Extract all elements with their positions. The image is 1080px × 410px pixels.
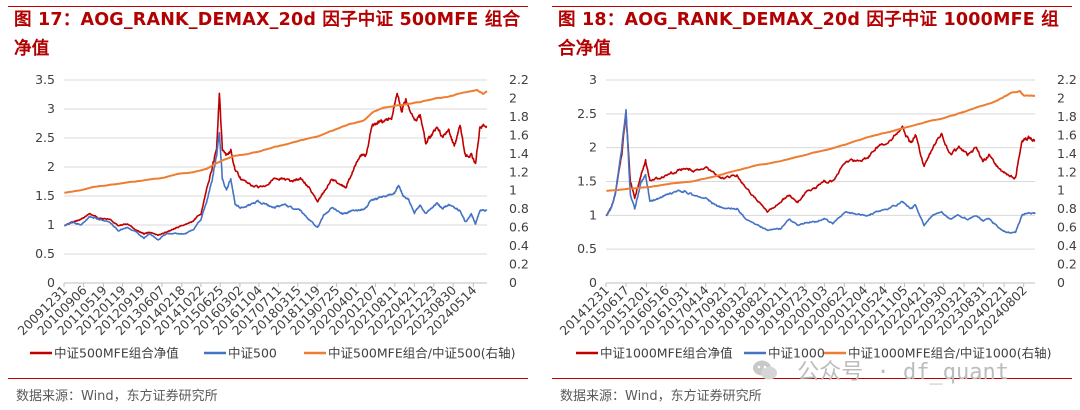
y-right-tick-label: 2 xyxy=(1057,90,1065,105)
y-right-tick-label: 1 xyxy=(1057,183,1065,198)
legend-label: 中证1000MFE组合/中证1000(右轴) xyxy=(848,346,1051,361)
y-right-tick-label: 0.8 xyxy=(1057,201,1077,216)
y-left-tick-label: 0 xyxy=(47,275,55,290)
y-left-tick-label: 3 xyxy=(47,101,55,116)
y-right-tick-label: 0.8 xyxy=(509,201,529,216)
y-left-tick-label: 1 xyxy=(589,207,597,222)
title-rule xyxy=(8,6,528,7)
watermark-text: 公众号 · df_quant xyxy=(797,360,1009,385)
footer-rule xyxy=(552,378,1072,379)
title-rule xyxy=(552,6,1072,7)
y-right-tick-label: 1.6 xyxy=(509,127,529,142)
y-right-tick-label: 2.2 xyxy=(509,72,529,87)
y-left-tick-label: 2.5 xyxy=(35,130,55,145)
series-line xyxy=(64,131,488,241)
chart-svg: 0 0.5 1 1.5 2 2.5 3 3.5 0 0.2 0.4 0.6 0.8 1 1.2 1.4 1.6 1… xyxy=(15,72,529,361)
series-line xyxy=(605,108,1036,234)
y-left-tick-label: 3 xyxy=(589,72,597,87)
watermark: 公众号 · df_quant xyxy=(752,354,1070,385)
y-right-tick-label: 1.6 xyxy=(1057,127,1077,142)
y-right-tick-label: 2.2 xyxy=(1057,72,1077,87)
chart-title: 图 18：AOG_RANK_DEMAX_20d 因子中证 1000MFE 组合净… xyxy=(558,10,1059,59)
y-right-tick-label: 1.2 xyxy=(509,164,529,179)
y-right-tick-label: 0.6 xyxy=(509,220,529,235)
y-left-tick-label: 1.5 xyxy=(35,188,55,203)
legend-label: 中证1000 xyxy=(768,346,825,361)
y-left-tick-label: 3.5 xyxy=(35,72,55,87)
y-left-tick-label: 0.5 xyxy=(35,246,55,261)
y-right-tick-label: 1.4 xyxy=(509,146,529,161)
series-line xyxy=(605,111,1036,217)
y-left-tick-label: 1 xyxy=(47,217,55,232)
y-left-tick-label: 0 xyxy=(589,275,597,290)
y-left-tick-label: 1.5 xyxy=(577,174,597,189)
series-line xyxy=(64,88,488,194)
y-left-tick-label: 2 xyxy=(47,159,55,174)
y-right-tick-label: 0.6 xyxy=(1057,220,1077,235)
y-left-tick-label: 2 xyxy=(589,140,597,155)
chart-svg: 0 0.5 1 1.5 2 2.5 3 0 0.2 0.4 0.6 0.8 1 1.2 1.4 1.6 1.8 2… xyxy=(557,72,1077,361)
series-line xyxy=(606,89,1036,192)
y-right-tick-label: 0 xyxy=(509,275,517,290)
y-right-tick-label: 1.2 xyxy=(1057,164,1077,179)
chart-panel-left: 图 17：AOG_RANK_DEMAX_20d 因子中证 500MFE 组合净值… xyxy=(4,0,534,410)
y-right-tick-label: 0.4 xyxy=(1057,238,1077,253)
y-right-tick-label: 1.8 xyxy=(1057,109,1077,124)
y-left-tick-label: 0.5 xyxy=(577,241,597,256)
legend-label: 中证1000MFE组合净值 xyxy=(600,346,733,361)
y-right-tick-label: 1 xyxy=(509,183,517,198)
y-right-tick-label: 0.2 xyxy=(509,257,529,272)
legend-label: 中证500MFE组合净值 xyxy=(54,346,179,361)
footer-rule xyxy=(8,378,528,379)
y-right-tick-label: 0.2 xyxy=(1057,257,1077,272)
y-left-tick-label: 2.5 xyxy=(577,106,597,121)
chart-title: 图 17：AOG_RANK_DEMAX_20d 因子中证 500MFE 组合净值 xyxy=(14,10,521,59)
legend-label: 中证500MFE组合/中证500(右轴) xyxy=(328,346,516,361)
y-right-tick-label: 1.4 xyxy=(1057,146,1077,161)
source-note: 数据来源：Wind，东方证券研究所 xyxy=(16,389,218,404)
y-right-tick-label: 1.8 xyxy=(509,109,529,124)
series-line xyxy=(64,92,488,236)
y-right-tick-label: 0.4 xyxy=(509,238,529,253)
y-right-tick-label: 0 xyxy=(1057,275,1065,290)
chart-panel-right: 图 18：AOG_RANK_DEMAX_20d 因子中证 1000MFE 组合净… xyxy=(548,0,1078,410)
legend-label: 中证500 xyxy=(228,346,277,361)
source-note: 数据来源：Wind，东方证券研究所 xyxy=(560,389,762,404)
y-right-tick-label: 2 xyxy=(509,90,517,105)
wechat-icon xyxy=(753,360,777,380)
